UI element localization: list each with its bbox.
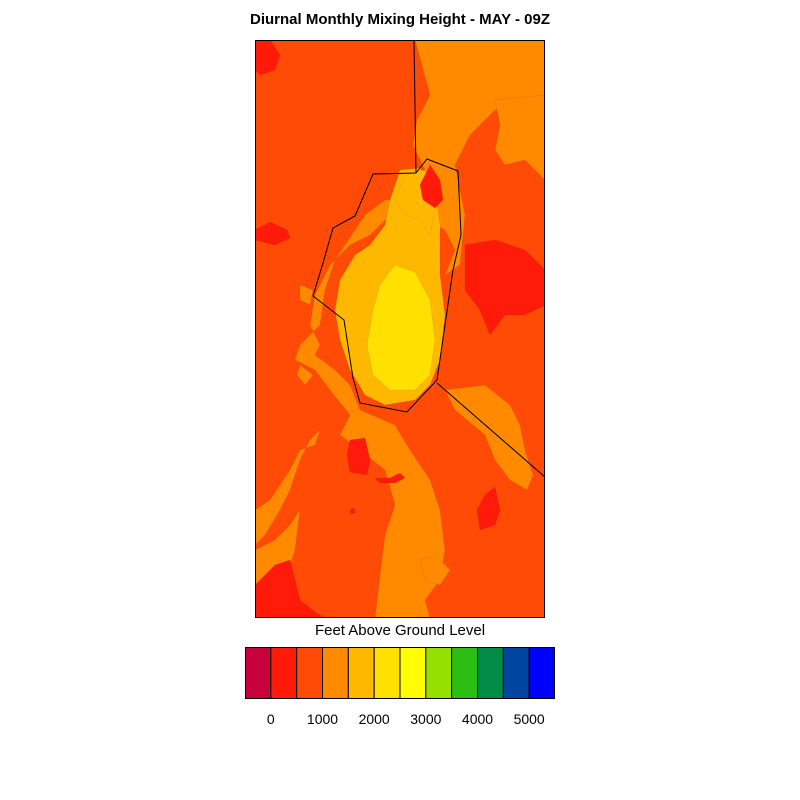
colorbar-tick-label: 4000 [461,711,494,727]
boundary-lines [312,40,545,478]
colorbar-swatch [296,647,323,699]
red-region-bottom-left [255,559,326,618]
orange-region-south-patch [419,554,451,586]
colorbar-tick-label: 1000 [306,711,339,727]
orange-region-east [444,384,534,491]
colorbar-tick-labels: 0 1000 2000 3000 4000 5000 [0,711,800,731]
yellow-region-core-outer [366,264,436,391]
colorbar-swatch [425,647,453,699]
colorbar-tick-label: 3000 [410,711,442,727]
colorbar-tick-label: 5000 [513,711,545,727]
colorbar-swatch [528,647,555,699]
red-region-top-left [255,40,281,76]
red-region-center-small [374,472,406,484]
colorbar-tick-label: 0 [266,711,275,727]
boundary-northern-line [413,40,417,174]
orange-region-right-lobe [494,94,545,181]
red-region-tiny [349,507,356,515]
legend-title: Feet Above Ground Level [314,622,486,639]
colorbar-swatch [451,647,478,699]
colorbar-swatch [373,647,401,699]
colorbar-swatch [502,647,530,699]
colorbar-tick-label: 2000 [358,711,390,727]
map-title: Diurnal Monthly Mixing Height - MAY - 09… [249,11,550,28]
contour-red [255,40,545,618]
red-region-east [464,239,545,336]
colorbar-swatch [322,647,349,699]
red-region-left [255,221,291,246]
mixing-height-map [255,40,545,618]
boundary-enclosed-region [312,158,462,413]
colorbar-frame [245,647,555,699]
colorbar [245,647,555,699]
boundary-southeast-line [436,382,545,478]
orange-region-left-small-2 [296,364,314,386]
colorbar-swatch [399,647,427,699]
colorbar-swatch [245,647,272,699]
orange-region-west [255,429,321,546]
red-region-center-left [346,437,371,476]
map-frame [255,40,545,618]
red-region-lower-right [476,486,501,531]
contour-yellow [366,264,436,391]
colorbar-swatch [477,647,504,699]
colorbar-swatch [270,647,298,699]
colorbar-swatch [347,647,375,699]
red-region-inner-top [419,164,444,209]
orange-region-left-small [299,284,314,306]
contour-orange [255,40,545,618]
